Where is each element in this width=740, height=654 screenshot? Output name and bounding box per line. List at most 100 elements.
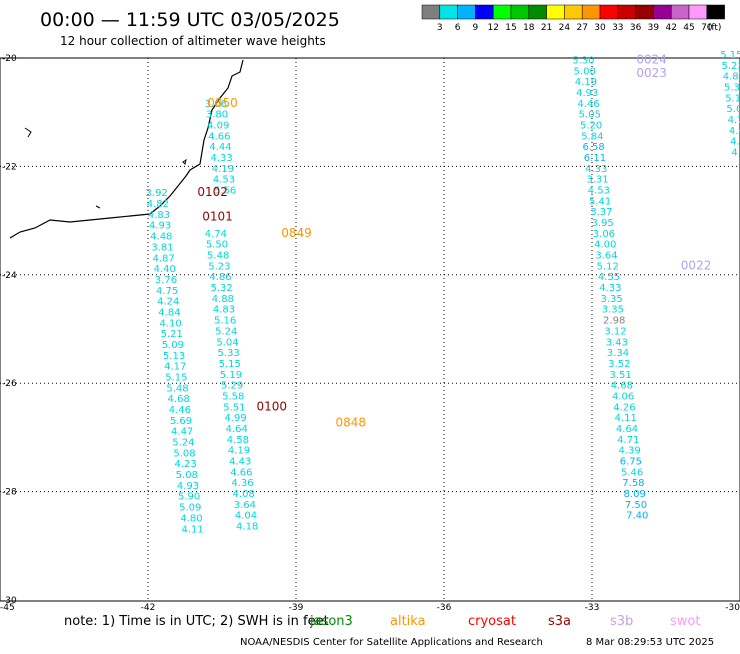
wave-height-value: 3.64 [234, 500, 256, 511]
wave-height-value: 5.09 [179, 503, 201, 514]
wave-height-value: 3.06 [593, 229, 615, 240]
wave-height-value: 4.64 [226, 424, 248, 435]
pass-time-label: 0849 [281, 226, 312, 240]
pass-time-label: 0101 [202, 210, 233, 224]
wave-height-value: 6.11 [584, 153, 606, 164]
colorbar-tick-label: 18 [523, 23, 535, 33]
wave-height-value: 3.31 [586, 175, 608, 186]
wave-height-value: 4.44 [209, 142, 231, 153]
wave-height-value: 5.04 [216, 337, 238, 348]
colorbar-swatch [707, 5, 725, 19]
longitude-label: -45 [0, 603, 15, 613]
wave-height-value: 4.53 [588, 186, 610, 197]
wave-height-value: 4.75 [156, 286, 178, 297]
colorbar-swatch [458, 5, 476, 19]
wave-height-value: 5.21 [161, 329, 183, 340]
wave-height-value: 5.32 [211, 283, 233, 294]
latitude-label: -26 [2, 379, 17, 389]
wave-height-value: 4.88 [212, 294, 234, 305]
wave-height-value: 3.51 [609, 370, 631, 381]
colorbar-tick-label: 33 [612, 23, 623, 33]
wave-height-value: 5.69 [170, 416, 192, 427]
wave-height-value: 4.46 [169, 405, 191, 416]
wave-height-value: 5.00 [574, 66, 596, 77]
wave-height-value: 4.19 [212, 164, 234, 175]
colorbar-swatch [618, 5, 636, 19]
wave-height-value: 4.19 [575, 77, 597, 88]
figure-title: 00:00 — 11:59 UTC 03/05/2025 [40, 9, 340, 31]
wave-height-value: 3.12 [604, 326, 626, 337]
colorbar-tick-label: 36 [630, 23, 642, 33]
wave-height-value: 3.92 [146, 188, 168, 199]
colorbar-swatch [511, 5, 529, 19]
colorbar-swatch [689, 5, 707, 19]
wave-height-value: 6.75 [620, 457, 642, 468]
wave-height-value: 4.93 [576, 88, 598, 99]
pass-time-label: 0023 [636, 66, 667, 80]
latitude-label: -28 [2, 488, 17, 498]
wave-height-value: 4.66 [208, 131, 230, 142]
wave-height-value: 5.09 [162, 340, 184, 351]
wave-height-value: 4.43 [229, 457, 251, 468]
wave-height-value: 4.71 [617, 435, 639, 446]
wave-height-value: 5.24 [215, 326, 237, 337]
wave-height-value: 4.26 [613, 402, 635, 413]
wave-height-value: 5.41 [589, 196, 611, 207]
legend-entry: swot [670, 614, 700, 629]
pass-time-label: 0024 [636, 52, 667, 66]
wave-height-value: 5.12 [597, 261, 619, 272]
wave-height-value: 4.04 [235, 511, 257, 522]
pass-time-label: 0102 [197, 185, 228, 199]
legend-entry: s3a [548, 614, 571, 629]
wave-height-value: 4.11 [181, 524, 203, 535]
wave-height-value: 4.11 [615, 413, 637, 424]
wave-height-value: 5.48 [166, 383, 188, 394]
wave-height-value: 4.93 [177, 481, 199, 492]
wave-height-value: 4.36 [231, 478, 253, 489]
longitude-labels: -45-42-39-36-33-30 [0, 603, 740, 613]
pass-time-label: 0022 [681, 258, 712, 272]
wave-height-value: 4.82 [147, 199, 169, 210]
pass-time-label: 0850 [207, 96, 238, 110]
colorbar-tick-label: 9 [473, 23, 479, 33]
wave-height-value: 4.58 [227, 435, 249, 446]
wave-height-value: 4.23 [175, 459, 197, 470]
colorbar-tick-label: 42 [665, 23, 676, 33]
wave-height-value: 4.40 [729, 126, 740, 137]
wave-height-value: 8.09 [624, 489, 646, 500]
wave-height-value: 3.80 [206, 110, 228, 121]
colorbar-swatch [600, 5, 618, 19]
colorbar-tick-label: 15 [505, 23, 516, 33]
wave-height-value: 5.16 [214, 316, 236, 327]
wave-height-value: 5.23 [722, 61, 740, 72]
colorbar-tick-label: 6 [455, 23, 461, 33]
wave-height-value: 4.66 [230, 467, 252, 478]
figure-subtitle: 12 hour collection of altimeter wave hei… [60, 34, 326, 48]
wave-height-value: 5.05 [579, 110, 601, 121]
longitude-label: -36 [437, 603, 452, 613]
wave-height-value: 5.50 [206, 240, 228, 251]
wave-height-value: 5.84 [581, 131, 603, 142]
wave-height-value: 3.34 [607, 348, 629, 359]
colorbar-swatch [636, 5, 654, 19]
colorbar-swatch [582, 5, 600, 19]
wave-height-value: 7.40 [626, 511, 648, 522]
wave-height-value: 4.83 [213, 305, 235, 316]
colorbar-swatch [547, 5, 565, 19]
wave-height-value: 4.17 [164, 362, 186, 373]
longitude-label: -39 [289, 603, 304, 613]
longitude-label: -33 [585, 603, 600, 613]
wave-height-value: 4.84 [158, 307, 180, 318]
wave-height-value: 5.36 [724, 83, 740, 94]
colorbar-tick-label: 21 [541, 23, 552, 33]
colorbar-swatch [653, 5, 671, 19]
wave-height-value: 5.29 [221, 381, 243, 392]
wave-height-value: 4.24 [157, 297, 179, 308]
wave-height-value: 4.33 [211, 153, 233, 164]
legend-entry: jason3 [309, 614, 353, 629]
wave-height-value: 4.09 [207, 120, 229, 131]
colorbar-swatch [493, 5, 511, 19]
